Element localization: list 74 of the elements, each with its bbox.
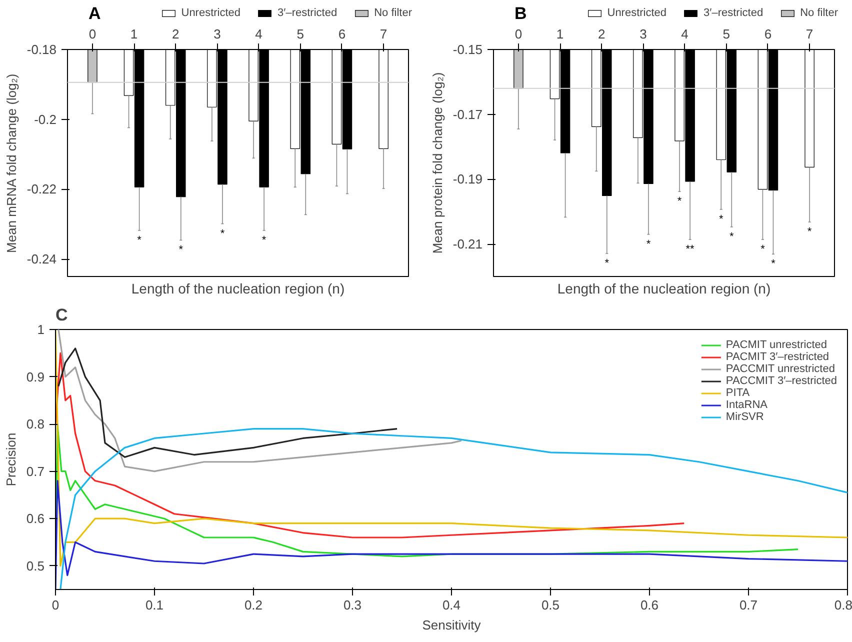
y-tick-label: -0.18 (26, 42, 57, 57)
annotation: * (807, 226, 812, 238)
y-tick-label: -0.15 (452, 42, 483, 57)
legend-label: Unrestricted (607, 7, 667, 19)
legend-label: PACCMIT unrestricted (726, 363, 835, 375)
y-axis-title: Mean mRNA fold change (log₂) (4, 74, 19, 253)
x-tick-label: 7 (380, 26, 388, 42)
y-tick-label: -0.24 (26, 252, 57, 267)
x-tick-label: 0 (52, 598, 60, 612)
x-tick-label: 2 (172, 26, 180, 42)
chart-title: B (514, 4, 527, 23)
legend-label: PACMIT 3′–restricted (726, 351, 830, 363)
y-tick-label: 0.8 (26, 416, 45, 432)
annotation: * (760, 244, 766, 256)
x-tick-label: 1 (130, 26, 138, 42)
x-tick-label: 5 (722, 26, 730, 42)
y-tick-label: 0.9 (26, 369, 45, 384)
y-tick-label: -0.19 (452, 172, 483, 187)
x-tick-label: 5 (296, 26, 304, 42)
annotation: * (178, 244, 184, 256)
y-tick-label: -0.2 (34, 112, 57, 127)
x-tick-label: 0 (514, 26, 522, 42)
legend-label: 3′–restricted (704, 7, 764, 19)
x-tick-label: 0.3 (343, 598, 362, 612)
annotation: * (771, 258, 776, 270)
x-tick-label: 0.6 (640, 598, 659, 612)
x-tick-label: 0.5 (541, 598, 560, 612)
y-tick-label: -0.22 (26, 182, 57, 197)
annotation: * (262, 234, 267, 246)
y-tick-label: 1 (37, 322, 45, 337)
x-tick-label: 7 (806, 26, 814, 42)
x-tick-label: 0.8 (834, 598, 852, 612)
x-axis-title: Length of the nucleation region (n) (557, 280, 771, 296)
annotation: * (646, 238, 652, 250)
annotation: * (137, 234, 142, 246)
y-tick-label: -0.17 (452, 106, 483, 122)
y-axis-title: Mean protein fold change (log₂) (430, 72, 445, 254)
y-tick-label: 0.5 (26, 558, 45, 574)
x-tick-label: 1 (556, 26, 564, 42)
x-axis-title: Length of the nucleation region (n) (131, 280, 345, 296)
annotation: * (730, 230, 734, 243)
x-tick-label: 3 (640, 26, 647, 42)
y-tick-label: -0.21 (452, 236, 483, 252)
x-tick-label: 2 (598, 26, 606, 42)
y-tick-label: 0.7 (26, 464, 45, 479)
legend-label: 3′–restricted (278, 7, 338, 19)
legend-label: IntaRNA (726, 399, 768, 411)
legend-label: PITA (726, 387, 750, 399)
legend-label: No filter (374, 7, 412, 19)
x-tick-label: 0 (88, 26, 96, 42)
x-axis-title: Sensitivity (422, 618, 482, 632)
annotation: * (604, 257, 610, 270)
annotation: ** (686, 244, 696, 256)
legend-label: MirSVR (726, 411, 764, 423)
chart-title: C (56, 306, 68, 324)
annotation: * (718, 213, 724, 226)
x-tick-label: 4 (255, 26, 262, 42)
y-tick-label: 0.6 (26, 511, 45, 526)
legend-label: PACMIT unrestricted (726, 339, 827, 351)
annotation: * (220, 228, 226, 240)
chart-title: A (88, 4, 101, 23)
x-tick-label: 0.2 (244, 598, 263, 612)
legend-label: No filter (800, 7, 838, 19)
x-tick-label: 4 (681, 26, 688, 42)
annotation: * (677, 196, 682, 208)
x-tick-label: 0.4 (442, 598, 461, 612)
legend-label: PACCMIT 3′–restricted (726, 375, 837, 387)
x-tick-label: 6 (764, 26, 772, 42)
x-tick-label: 0.1 (145, 598, 164, 612)
y-axis-title: Precision (3, 432, 18, 486)
x-tick-label: 6 (338, 26, 346, 42)
x-tick-label: 3 (214, 26, 221, 42)
legend-label: Unrestricted (181, 7, 241, 19)
x-tick-label: 0.7 (739, 598, 758, 612)
